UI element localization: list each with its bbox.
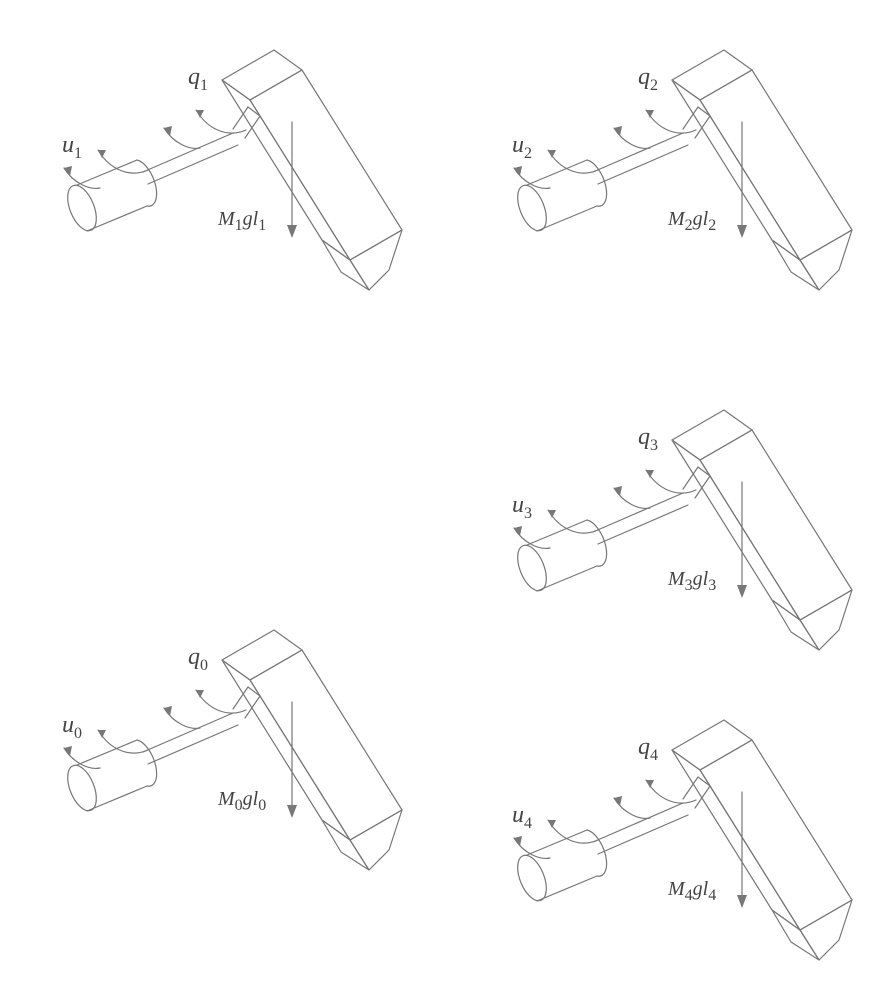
u-label: u3 — [512, 492, 532, 523]
u-label: u2 — [512, 132, 532, 163]
unit-3: q3u3M3gl3 — [490, 380, 870, 680]
u-var: u — [512, 492, 524, 518]
q-label: q1 — [188, 64, 208, 95]
q-var: q — [638, 424, 650, 450]
g-sub1: 2 — [685, 217, 693, 234]
mechanism-svg — [40, 20, 420, 320]
q-sub: 1 — [200, 77, 208, 94]
gravity-label: M4gl4 — [668, 878, 716, 905]
g-sub1: 1 — [235, 217, 243, 234]
u-var: u — [62, 712, 74, 738]
g-sub2: 0 — [258, 797, 266, 814]
g-gl: gl — [693, 208, 709, 230]
g-sub1: 4 — [685, 887, 693, 904]
g-sub2: 1 — [258, 217, 266, 234]
q-sub: 4 — [650, 747, 658, 764]
g-M: M — [668, 568, 685, 590]
u-label: u0 — [62, 712, 82, 743]
unit-0: q0u0M0gl0 — [40, 600, 420, 900]
g-sub1: 0 — [235, 797, 243, 814]
u-label: u1 — [62, 132, 82, 163]
g-M: M — [218, 208, 235, 230]
q-sub: 0 — [200, 657, 208, 674]
q-var: q — [638, 64, 650, 90]
g-gl: gl — [243, 788, 259, 810]
gravity-label: M0gl0 — [218, 788, 266, 815]
g-sub2: 3 — [708, 577, 716, 594]
unit-4: q4u4M4gl4 — [490, 690, 870, 990]
q-var: q — [638, 734, 650, 760]
g-M: M — [668, 208, 685, 230]
u-sub: 3 — [524, 505, 532, 522]
mechanism-svg — [490, 380, 870, 680]
q-label: q0 — [188, 644, 208, 675]
g-sub1: 3 — [685, 577, 693, 594]
q-label: q4 — [638, 734, 658, 765]
unit-2: q2u2M2gl2 — [490, 20, 870, 320]
g-gl: gl — [693, 568, 709, 590]
u-label: u4 — [512, 802, 532, 833]
q-sub: 2 — [650, 77, 658, 94]
g-gl: gl — [243, 208, 259, 230]
g-M: M — [668, 878, 685, 900]
g-M: M — [218, 788, 235, 810]
q-sub: 3 — [650, 437, 658, 454]
u-sub: 0 — [74, 725, 82, 742]
q-var: q — [188, 64, 200, 90]
mechanism-svg — [40, 600, 420, 900]
gravity-label: M2gl2 — [668, 208, 716, 235]
g-sub2: 2 — [708, 217, 716, 234]
gravity-label: M1gl1 — [218, 208, 266, 235]
g-sub2: 4 — [708, 887, 716, 904]
q-var: q — [188, 644, 200, 670]
u-var: u — [512, 802, 524, 828]
gravity-label: M3gl3 — [668, 568, 716, 595]
u-sub: 1 — [74, 145, 82, 162]
unit-1: q1u1M1gl1 — [40, 20, 420, 320]
q-label: q2 — [638, 64, 658, 95]
q-label: q3 — [638, 424, 658, 455]
u-sub: 2 — [524, 145, 532, 162]
mechanism-svg — [490, 690, 870, 990]
u-var: u — [512, 132, 524, 158]
g-gl: gl — [693, 878, 709, 900]
u-var: u — [62, 132, 74, 158]
u-sub: 4 — [524, 815, 532, 832]
mechanism-svg — [490, 20, 870, 320]
